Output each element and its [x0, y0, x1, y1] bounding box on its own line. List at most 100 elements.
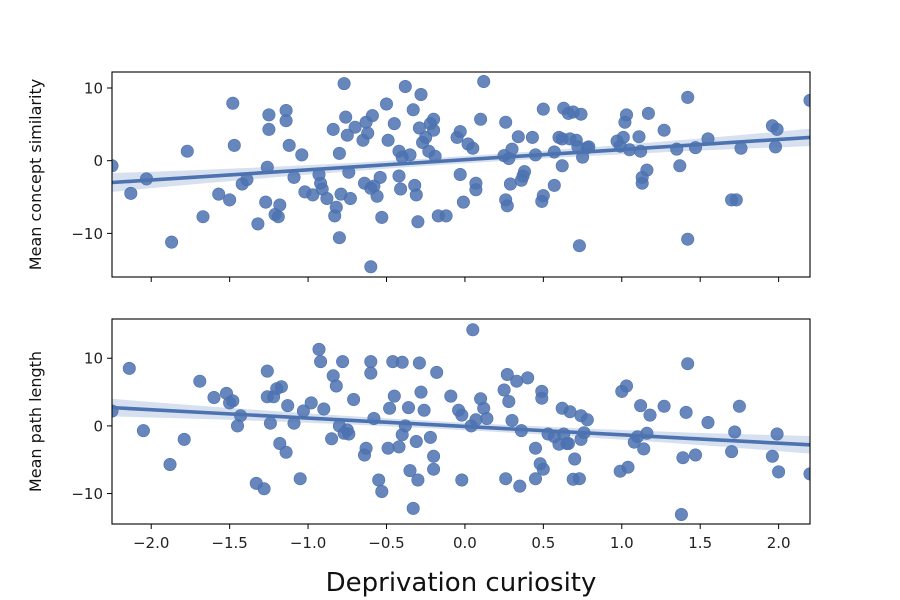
data-point: [196, 210, 210, 224]
axes-frame: [111, 71, 811, 278]
data-point: [251, 217, 265, 231]
data-point: [332, 231, 346, 245]
data-point: [375, 484, 389, 498]
data-point: [274, 380, 288, 394]
data-point: [430, 365, 444, 379]
data-point: [180, 144, 194, 158]
data-point: [480, 411, 494, 425]
data-point: [348, 120, 362, 134]
x-tick-label: −1.5: [211, 534, 247, 552]
data-point: [679, 405, 693, 419]
data-point: [381, 133, 395, 147]
data-point: [580, 413, 594, 427]
data-point: [406, 501, 420, 515]
data-point: [466, 141, 480, 155]
data-point: [619, 108, 633, 122]
data-point: [521, 371, 535, 385]
data-point: [329, 200, 343, 214]
data-point: [643, 408, 657, 422]
data-point: [361, 126, 375, 140]
data-point: [387, 117, 401, 131]
data-point: [528, 472, 542, 486]
data-point: [347, 392, 361, 406]
data-point: [536, 102, 550, 116]
data-point: [616, 130, 630, 144]
y-tick-label: −10: [71, 485, 103, 503]
data-point: [329, 379, 343, 393]
data-point: [511, 130, 525, 144]
data-point: [364, 260, 378, 274]
data-point: [260, 364, 274, 378]
data-point: [257, 482, 271, 496]
data-point: [279, 114, 293, 128]
data-point: [411, 215, 425, 229]
x-tick-label: −1.0: [290, 534, 326, 552]
data-point: [536, 189, 550, 203]
data-point: [392, 440, 406, 454]
data-point: [574, 107, 588, 121]
data-point: [499, 472, 513, 486]
data-point: [456, 195, 470, 209]
data-point: [657, 123, 671, 137]
data-point: [427, 449, 441, 463]
data-point: [729, 193, 743, 207]
data-point: [641, 106, 655, 120]
data-point: [281, 399, 295, 413]
data-point: [383, 401, 397, 415]
data-point: [768, 140, 782, 154]
data-point: [337, 77, 351, 91]
data-point: [359, 441, 373, 455]
data-point: [207, 390, 221, 404]
data-point: [223, 193, 237, 207]
concept-similarity-panel: 10 0 −10 Mean concept similarity: [26, 71, 811, 282]
data-point: [293, 472, 307, 486]
data-point: [262, 108, 276, 122]
y-tick-label: −10: [71, 225, 103, 243]
data-point: [497, 383, 511, 397]
data-point: [263, 416, 277, 430]
regression-line: [112, 135, 810, 185]
data-point: [502, 394, 516, 408]
data-point: [340, 128, 354, 142]
data-point: [632, 130, 646, 144]
data-point: [387, 389, 401, 403]
data-point: [339, 110, 353, 124]
x-tick-label: 0.0: [453, 534, 477, 552]
data-point: [163, 457, 177, 471]
data-point: [306, 188, 320, 202]
y-tick-label: 0: [93, 152, 103, 170]
data-point: [500, 367, 514, 381]
data-point: [505, 413, 519, 427]
data-point: [688, 448, 702, 462]
data-point: [417, 403, 431, 417]
data-point: [469, 413, 483, 427]
data-point: [528, 441, 542, 455]
data-point: [770, 122, 784, 136]
data-point: [398, 80, 412, 94]
data-point: [427, 462, 441, 476]
data-point: [427, 112, 441, 126]
data-point: [499, 115, 513, 129]
data-point: [392, 169, 406, 183]
data-point: [637, 442, 651, 456]
data-point: [332, 146, 346, 160]
data-point: [561, 436, 575, 450]
data-point: [657, 399, 671, 413]
data-point: [513, 479, 527, 493]
data-point: [444, 389, 458, 403]
data-point: [177, 432, 191, 446]
x-tick-label: 2.0: [767, 534, 791, 552]
data-point: [772, 465, 786, 479]
y-tick-label: 10: [84, 350, 103, 368]
data-point: [427, 123, 441, 137]
y-tick-label: 0: [93, 417, 103, 435]
data-point: [403, 148, 417, 162]
plot-area: [112, 323, 810, 521]
regression-line: [112, 405, 810, 447]
path-length-panel: 10 0 −10 −2.0 −1.5 −1.0 −0.5 0.0 0.5 1.0 1.5 2.0 Mea…: [26, 318, 811, 552]
data-point: [395, 355, 409, 369]
x-tick-label: 1.5: [688, 534, 712, 552]
data-point: [536, 462, 550, 476]
data-point: [312, 342, 326, 356]
